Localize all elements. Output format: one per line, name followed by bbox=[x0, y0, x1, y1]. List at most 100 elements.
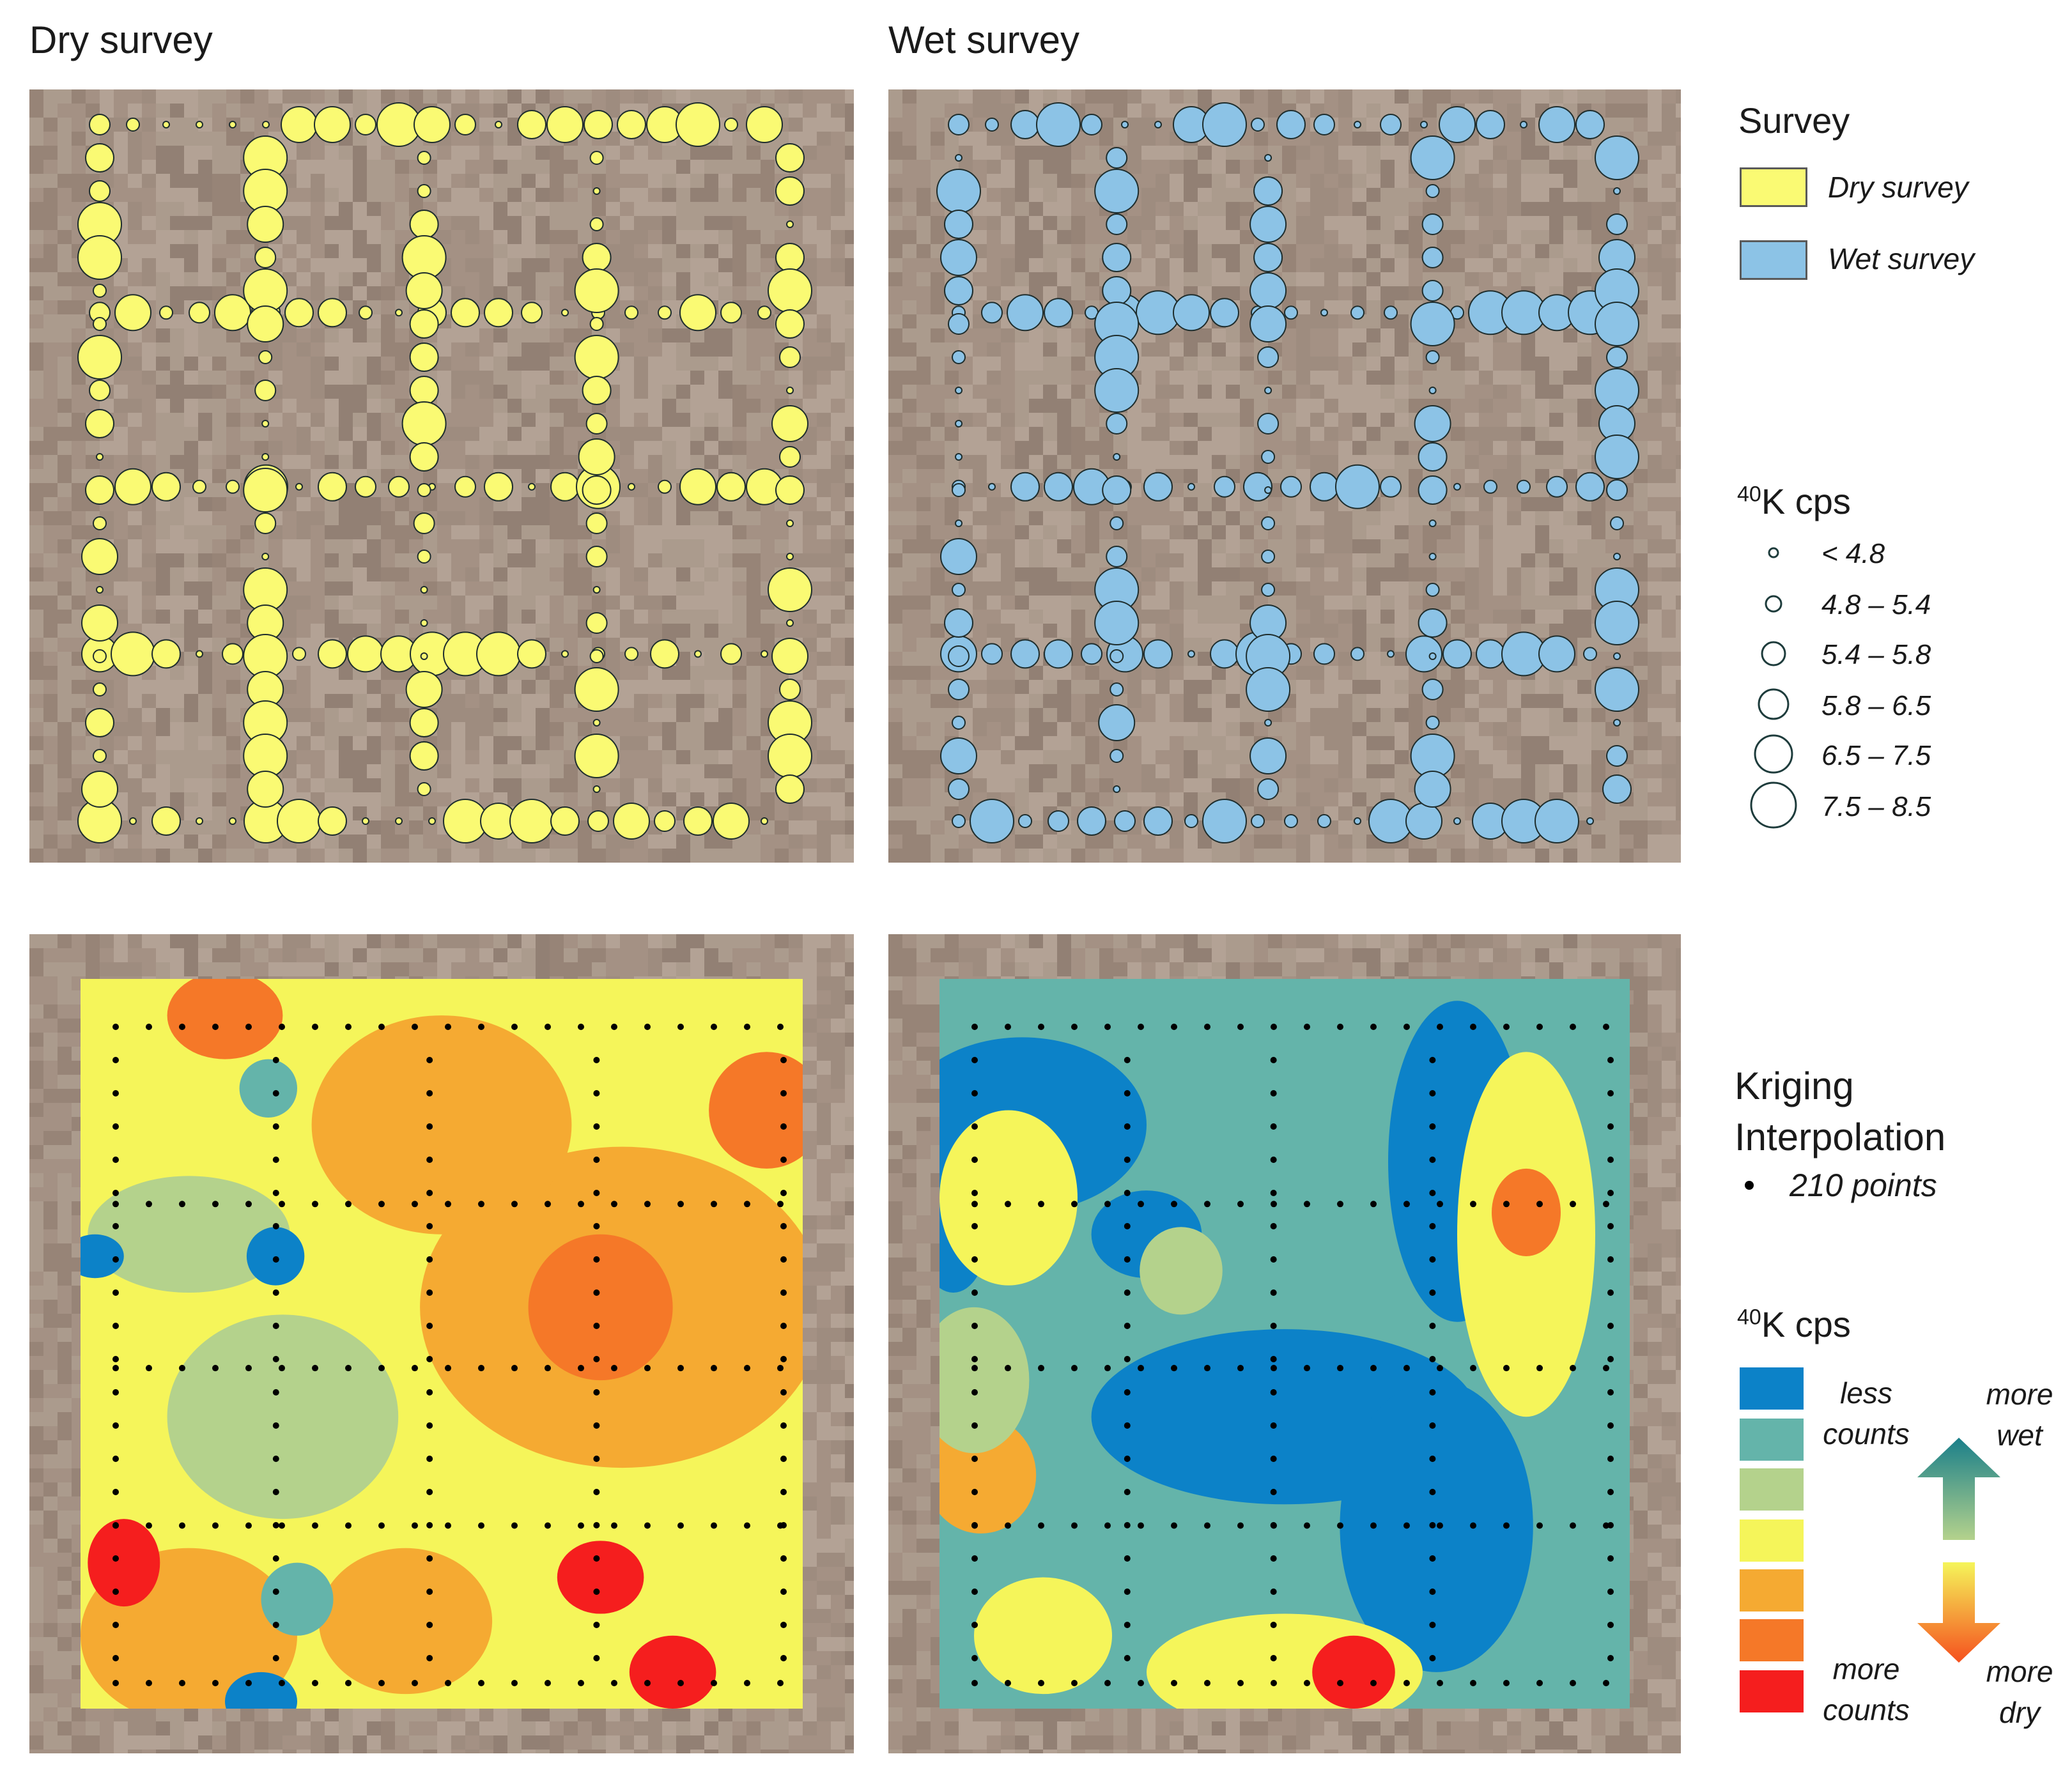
kriging-point bbox=[272, 1589, 279, 1595]
kriging-point bbox=[578, 1680, 584, 1686]
kriging-point bbox=[1437, 1365, 1443, 1372]
kriging-point bbox=[478, 1365, 484, 1372]
kriging-point bbox=[1337, 1680, 1343, 1686]
kriging-point bbox=[1304, 1201, 1310, 1208]
kriging-point bbox=[1138, 1365, 1144, 1372]
survey-point bbox=[1251, 118, 1265, 132]
survey-point bbox=[713, 803, 750, 840]
kriging-point bbox=[1429, 1223, 1436, 1229]
survey-point bbox=[1418, 475, 1448, 505]
survey-point bbox=[318, 472, 347, 502]
survey-point bbox=[944, 210, 973, 239]
survey-point bbox=[768, 268, 812, 313]
wet-dry-arrows bbox=[1917, 1438, 2000, 1663]
kriging-point bbox=[1337, 1201, 1343, 1208]
survey-point bbox=[952, 483, 966, 497]
size-legend-circle bbox=[1761, 641, 1786, 666]
survey-point bbox=[1421, 247, 1444, 268]
survey-point bbox=[1154, 121, 1162, 128]
kriging-point bbox=[279, 1365, 285, 1372]
survey-point bbox=[720, 302, 742, 324]
kriging-point bbox=[272, 1256, 279, 1263]
kriging-point bbox=[146, 1365, 152, 1372]
kriging-point bbox=[112, 1680, 119, 1686]
survey-point bbox=[582, 475, 612, 505]
kriging-point bbox=[545, 1522, 551, 1529]
survey-point bbox=[1595, 601, 1639, 645]
kriging-point bbox=[780, 1323, 787, 1329]
survey-point bbox=[1044, 639, 1073, 669]
kriging-point bbox=[412, 1680, 418, 1686]
survey-point bbox=[1380, 114, 1402, 135]
kriging-point bbox=[971, 1256, 978, 1263]
survey-point bbox=[948, 313, 970, 335]
kriging-point bbox=[578, 1365, 584, 1372]
kriging-point bbox=[1104, 1522, 1111, 1529]
kriging-point bbox=[780, 1389, 787, 1396]
kriging-point bbox=[112, 1223, 119, 1229]
kriging-point bbox=[1270, 1422, 1277, 1429]
kriging-point bbox=[971, 1090, 978, 1096]
survey-point bbox=[1453, 817, 1461, 825]
kriging-point bbox=[272, 1057, 279, 1063]
kriging-point bbox=[744, 1024, 750, 1030]
survey-point bbox=[1380, 475, 1402, 498]
kriging-point bbox=[279, 1680, 285, 1686]
kriging-point bbox=[312, 1680, 318, 1686]
kriging-point bbox=[511, 1522, 518, 1529]
kriging-point bbox=[1470, 1201, 1476, 1208]
kriging-point bbox=[212, 1201, 219, 1208]
kriging-point bbox=[971, 1422, 978, 1429]
kriging-point bbox=[1607, 1622, 1614, 1628]
kriging-point bbox=[212, 1522, 219, 1529]
kriging-point bbox=[1270, 1223, 1277, 1229]
kriging-point bbox=[777, 1201, 784, 1208]
kriging-point bbox=[378, 1024, 385, 1030]
kriging-point bbox=[1270, 1057, 1277, 1063]
survey-point bbox=[574, 734, 619, 778]
kriging-point bbox=[179, 1522, 185, 1529]
survey-point bbox=[574, 268, 619, 313]
kriging-point bbox=[777, 1365, 784, 1372]
kriging-point bbox=[1570, 1201, 1576, 1208]
kriging-point bbox=[1038, 1201, 1044, 1208]
survey-point bbox=[1313, 643, 1335, 665]
survey-point bbox=[1173, 294, 1210, 332]
kriging-point bbox=[1304, 1680, 1310, 1686]
kriging-point bbox=[593, 1256, 600, 1263]
survey-point bbox=[1251, 814, 1265, 828]
survey-point bbox=[658, 305, 672, 320]
size-legend-title: 40K cps bbox=[1737, 481, 1851, 521]
survey-point bbox=[1102, 276, 1132, 305]
survey-point bbox=[952, 583, 966, 597]
kriging-point bbox=[112, 1422, 119, 1429]
kriging-point bbox=[426, 1057, 433, 1063]
dry-survey-swatch bbox=[1740, 167, 1807, 207]
survey-point bbox=[981, 302, 1003, 324]
survey-point bbox=[1575, 472, 1605, 502]
survey-point bbox=[1418, 608, 1448, 638]
kriging-point bbox=[1607, 1422, 1614, 1429]
kriging-point bbox=[1270, 1090, 1277, 1096]
kriging-point bbox=[1124, 1323, 1131, 1329]
kriging-point bbox=[272, 1422, 279, 1429]
kriging-point bbox=[1270, 1589, 1277, 1595]
kriging-point bbox=[971, 1201, 978, 1208]
survey-point bbox=[517, 639, 546, 669]
survey-point bbox=[254, 512, 277, 534]
survey-point bbox=[295, 482, 303, 491]
survey-point bbox=[93, 682, 107, 696]
kriging-point bbox=[545, 1680, 551, 1686]
kriging-point bbox=[445, 1522, 451, 1529]
survey-point bbox=[1405, 635, 1442, 673]
kriging-point bbox=[545, 1024, 551, 1030]
survey-point bbox=[1113, 453, 1121, 461]
survey-point bbox=[1261, 550, 1276, 564]
survey-point bbox=[955, 519, 963, 527]
kriging-point bbox=[1607, 1522, 1614, 1528]
kriging-point bbox=[426, 1323, 433, 1329]
kriging-point-dot bbox=[1745, 1181, 1754, 1190]
survey-point bbox=[1280, 475, 1302, 498]
kriging-zone bbox=[318, 1548, 493, 1695]
kriging-point bbox=[593, 1422, 600, 1429]
